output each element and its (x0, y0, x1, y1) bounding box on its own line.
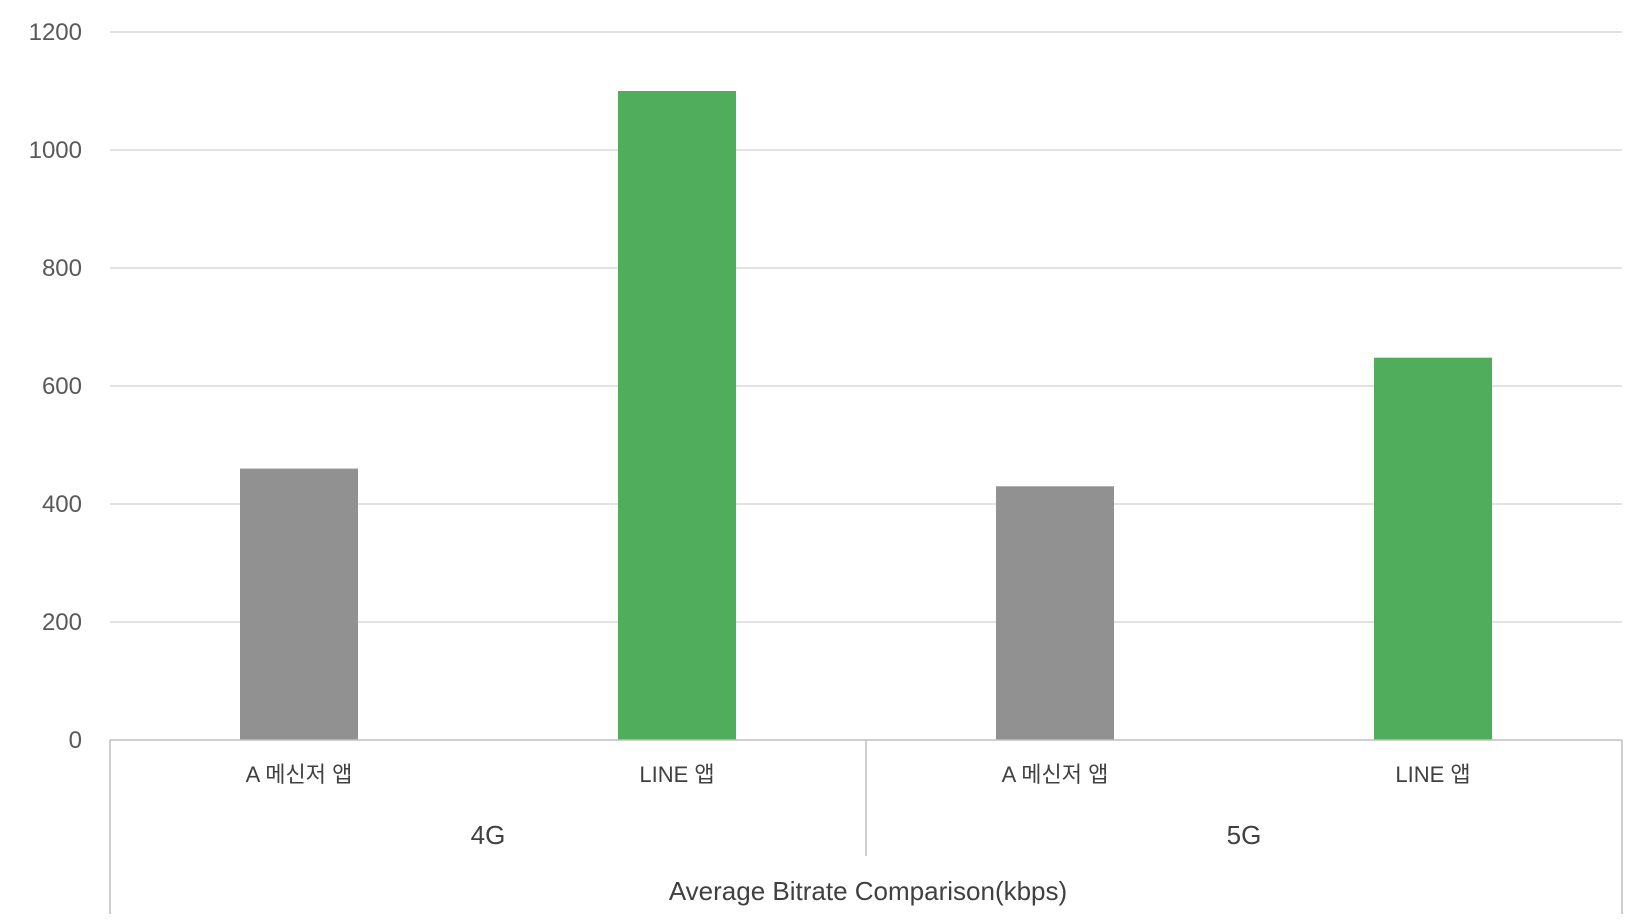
y-tick-label: 200 (42, 609, 82, 636)
y-tick-label: 400 (42, 491, 82, 518)
y-tick-label: 1000 (29, 137, 82, 164)
bar-4G-a-messenger (240, 468, 358, 740)
x-axis-title: Average Bitrate Comparison(kbps) (669, 876, 1067, 906)
bar-4G-line (618, 91, 736, 740)
gridlines (110, 31, 1622, 623)
y-axis-tick-labels: 0 200 400 600 800 1000 1200 (29, 19, 82, 754)
group-label-4G: 4G (471, 820, 506, 850)
category-label: A 메신저 앱 (1002, 762, 1109, 787)
y-tick-label: 800 (42, 255, 82, 282)
axis-lines (109, 739, 1623, 914)
y-tick-label: 600 (42, 373, 82, 400)
category-label: LINE 앱 (1395, 762, 1470, 787)
group-labels: 4G 5G (471, 820, 1262, 850)
bars (240, 91, 1492, 740)
bar-5G-line (1374, 357, 1492, 740)
y-tick-label: 0 (69, 727, 82, 754)
category-labels: A 메신저 앱 LINE 앱 A 메신저 앱 LINE 앱 (246, 762, 1471, 787)
category-label: A 메신저 앱 (246, 762, 353, 787)
bar-5G-a-messenger (996, 486, 1114, 740)
y-tick-label: 1200 (29, 19, 82, 46)
category-label: LINE 앱 (639, 762, 714, 787)
group-label-5G: 5G (1227, 820, 1262, 850)
